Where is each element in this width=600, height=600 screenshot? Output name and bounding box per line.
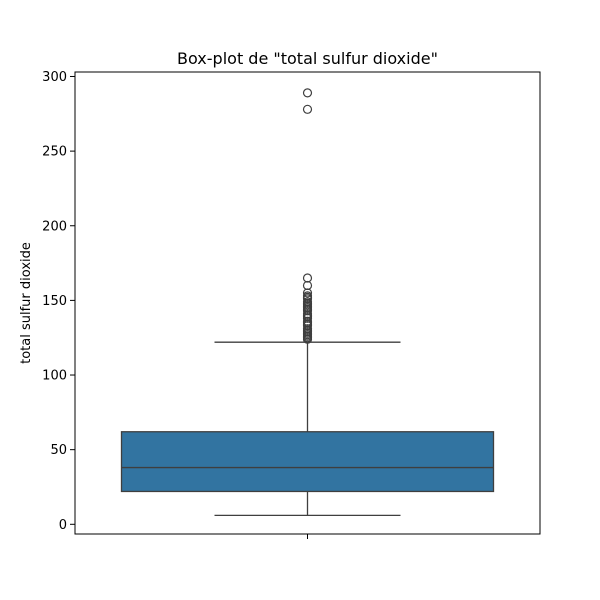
outlier-point — [302, 88, 313, 98]
y-tick-label: 250 — [42, 145, 67, 160]
outlier-point — [302, 291, 313, 301]
y-tick-label: 50 — [50, 443, 67, 458]
outlier-point — [302, 280, 313, 291]
y-tick-label: 300 — [42, 70, 67, 85]
y-tick-label: 100 — [42, 369, 67, 384]
y-axis-label: total sulfur dioxide — [19, 242, 34, 364]
outlier-point — [302, 297, 313, 307]
outlier-point — [302, 273, 313, 283]
y-tick-label: 200 — [42, 219, 67, 234]
iqr-box — [120, 431, 495, 493]
y-tick-label: 150 — [42, 294, 67, 309]
plot-area — [120, 88, 495, 516]
outlier-point — [302, 104, 313, 114]
y-axis: 0 50 100 150 200 250 300 — [42, 70, 75, 533]
y-tick-label: 0 — [59, 518, 67, 533]
chart-title: Box-plot de "total sulfur dioxide" — [177, 49, 438, 68]
